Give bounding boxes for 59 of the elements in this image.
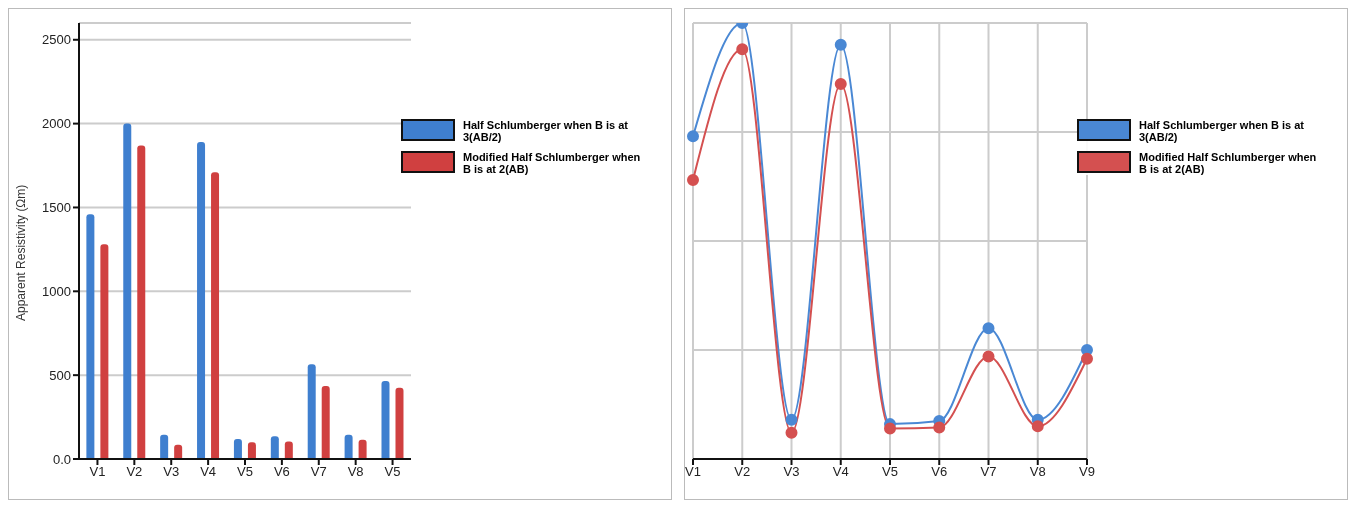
x-tick-label: V6 bbox=[931, 464, 948, 480]
x-tick-label: V5 bbox=[882, 464, 898, 480]
bar bbox=[137, 145, 146, 459]
x-tick-label: V3 bbox=[783, 464, 800, 480]
bar bbox=[344, 434, 353, 459]
bar bbox=[160, 434, 169, 459]
y-tick-label: 1000 bbox=[42, 283, 71, 299]
point bbox=[884, 422, 896, 435]
y-axis-title: Apparent Resistivity (Ωm) bbox=[14, 184, 29, 321]
x-tick-label: V3 bbox=[163, 464, 180, 480]
point bbox=[687, 173, 699, 186]
point bbox=[982, 350, 995, 363]
point bbox=[834, 78, 847, 91]
bar bbox=[307, 364, 316, 459]
x-tick-label: V5 bbox=[384, 464, 401, 480]
bar bbox=[100, 244, 109, 459]
x-tick-label: V5 bbox=[237, 464, 253, 480]
x-tick-label: V7 bbox=[310, 464, 327, 480]
point bbox=[736, 43, 749, 56]
x-tick-label: V1 bbox=[685, 464, 701, 480]
bar bbox=[358, 439, 367, 459]
legend-label: Modified Half Schlumberger when B is at 2(AB) bbox=[463, 151, 641, 175]
bar bbox=[247, 442, 256, 459]
x-tick-label: V1 bbox=[89, 464, 106, 480]
x-tick-label: V8 bbox=[1029, 464, 1046, 480]
point bbox=[1081, 352, 1093, 365]
x-tick-label: V6 bbox=[273, 464, 290, 480]
bar bbox=[123, 123, 132, 459]
bar bbox=[381, 381, 390, 459]
bar bbox=[233, 438, 242, 459]
legend-label: Half Schlumberger when B is at 3(AB/2) bbox=[1139, 119, 1306, 143]
x-tick-label: V9 bbox=[1079, 464, 1095, 480]
point bbox=[785, 413, 798, 426]
bar bbox=[321, 386, 330, 459]
point bbox=[687, 130, 699, 143]
y-tick-label: 500 bbox=[49, 367, 71, 383]
bar bbox=[211, 172, 220, 459]
x-tick-label: V4 bbox=[200, 464, 217, 480]
bar bbox=[395, 387, 404, 459]
bar bbox=[86, 214, 95, 459]
y-tick-label: 0.0 bbox=[52, 451, 71, 467]
point bbox=[785, 426, 798, 439]
point bbox=[834, 38, 847, 51]
x-tick-label: V7 bbox=[980, 464, 997, 480]
bar bbox=[284, 441, 293, 459]
bar bbox=[197, 142, 206, 459]
y-tick-label: 1500 bbox=[42, 200, 71, 216]
y-tick-label: 2000 bbox=[42, 116, 71, 132]
legend-label: Modified Half Schlumberger when B is at 2(AB) bbox=[1139, 151, 1317, 175]
x-tick-label: V2 bbox=[734, 464, 751, 480]
y-tick-label: 2500 bbox=[42, 32, 71, 48]
point bbox=[1031, 420, 1044, 433]
point bbox=[933, 421, 946, 434]
legend-label: Half Schlumberger when B is at 3(AB/2) bbox=[463, 119, 630, 143]
bar bbox=[270, 436, 279, 459]
x-tick-label: V8 bbox=[347, 464, 364, 480]
x-tick-label: V2 bbox=[126, 464, 143, 480]
point bbox=[982, 322, 995, 335]
x-tick-label: V4 bbox=[832, 464, 849, 480]
